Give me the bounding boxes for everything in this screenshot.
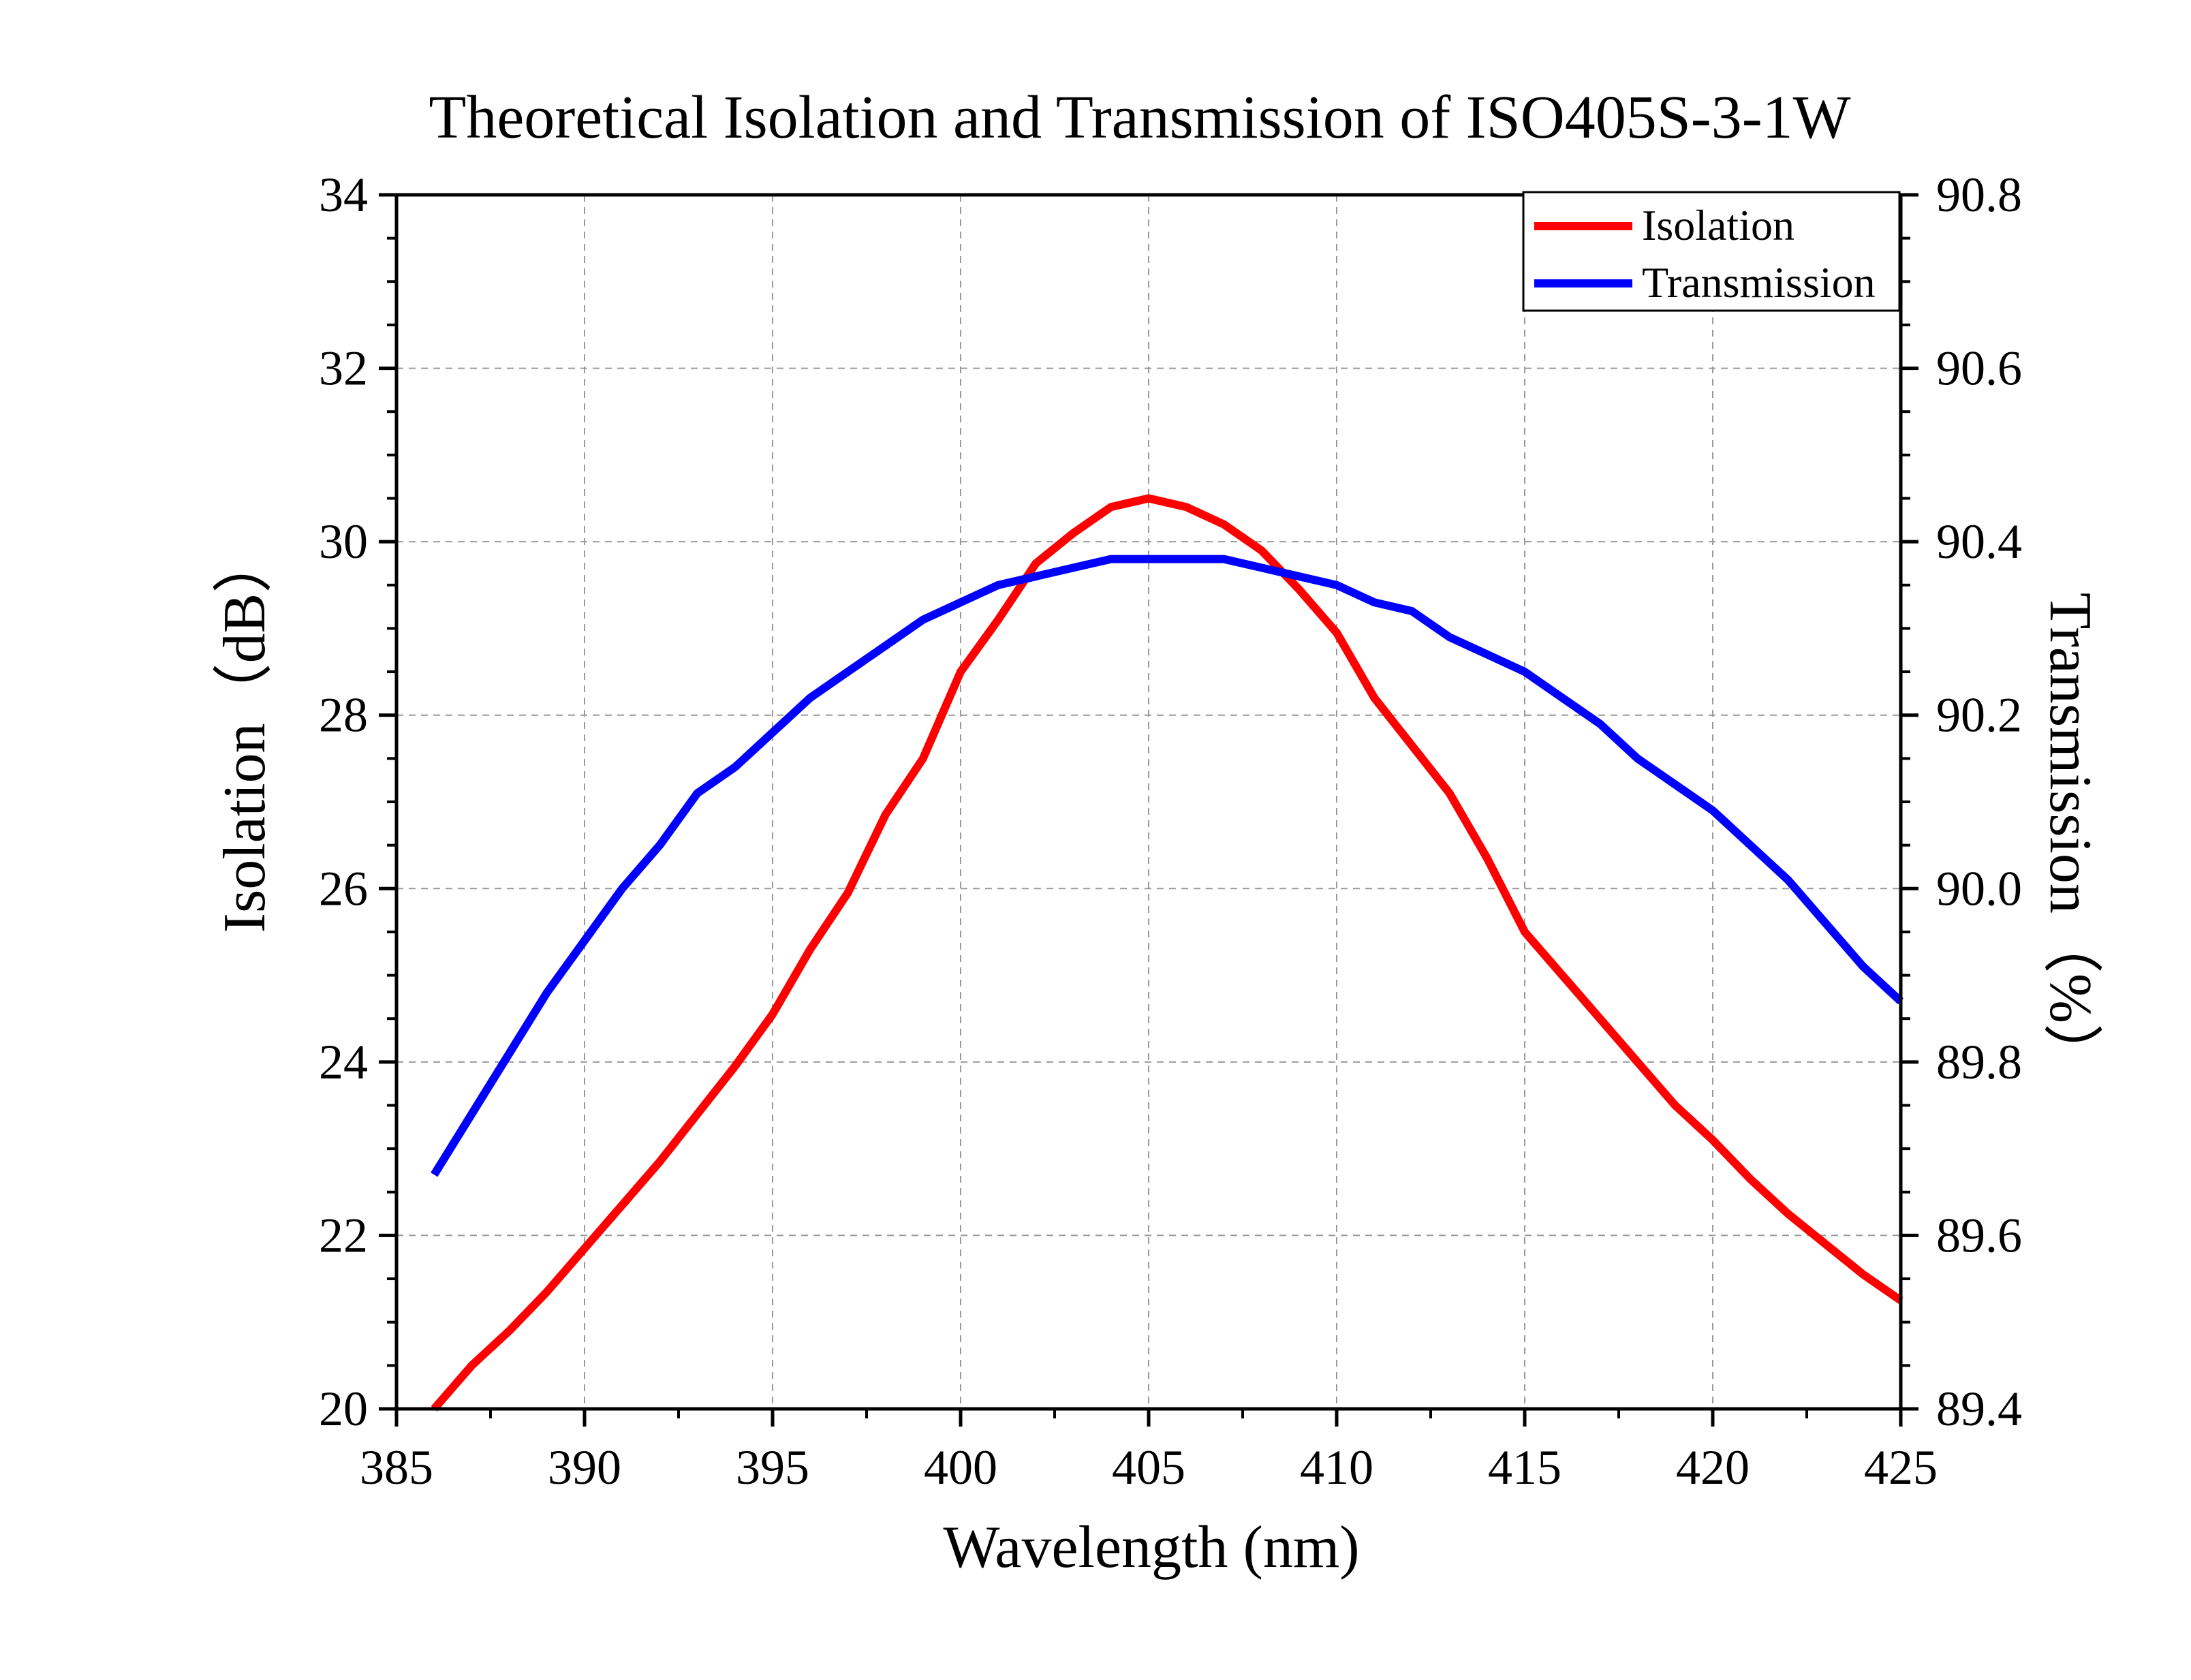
y-tick-label: 22	[319, 1208, 368, 1262]
x-tick-label: 420	[1676, 1440, 1750, 1495]
series-line-isolation	[431, 494, 1903, 1412]
x-tick-label: 410	[1300, 1440, 1373, 1495]
y2-tick-label: 90.4	[1936, 514, 2022, 569]
legend-box	[1522, 191, 1901, 312]
x-tick-label: 385	[360, 1440, 433, 1495]
legend-label-isolation: Isolation	[1642, 201, 1794, 249]
y2-tick-label: 89.4	[1936, 1382, 2022, 1436]
grid-lines	[397, 195, 1901, 1409]
y-tick-label: 30	[319, 514, 368, 569]
y2-axis-title: Transmission（%）	[2037, 593, 2103, 1083]
series-line-transmission	[431, 555, 1904, 1177]
y2-tick-label: 90.2	[1936, 688, 2022, 743]
legend-label-transmission: Transmission	[1642, 258, 1876, 307]
tick-labels: 385 390 395 400 405 410 415 420 425 20 22 24 26 28 30 3…	[319, 168, 2022, 1495]
y-tick-label: 28	[319, 688, 368, 743]
x-tick-label: 390	[548, 1440, 621, 1495]
x-tick-label: 405	[1112, 1440, 1185, 1495]
y2-tick-label: 90.0	[1936, 861, 2022, 916]
y-tick-label: 32	[319, 341, 368, 396]
y2-tick-label: 89.6	[1936, 1208, 2022, 1262]
x-tick-label: 415	[1488, 1440, 1561, 1495]
y2-tick-label: 89.8	[1936, 1035, 2022, 1089]
x-tick-label: 395	[736, 1440, 809, 1495]
y-tick-label: 26	[319, 861, 368, 916]
y2-tick-label: 90.6	[1936, 341, 2022, 396]
y-tick-label: 34	[319, 168, 368, 222]
legend: Isolation Transmission	[1522, 191, 1901, 312]
axis-ticks	[379, 193, 1918, 1427]
y2-tick-label: 90.8	[1936, 168, 2022, 222]
series-lines	[431, 494, 1904, 1412]
y-tick-label: 20	[319, 1382, 368, 1436]
x-axis-title: Wavelength (nm)	[943, 1514, 1359, 1581]
x-tick-label: 400	[924, 1440, 997, 1495]
x-tick-label: 425	[1864, 1440, 1938, 1495]
chart-title: Theoretical Isolation and Transmission o…	[429, 84, 1850, 151]
y-axis-title: Isolation（dB）	[212, 533, 278, 933]
y-tick-label: 24	[319, 1035, 368, 1089]
